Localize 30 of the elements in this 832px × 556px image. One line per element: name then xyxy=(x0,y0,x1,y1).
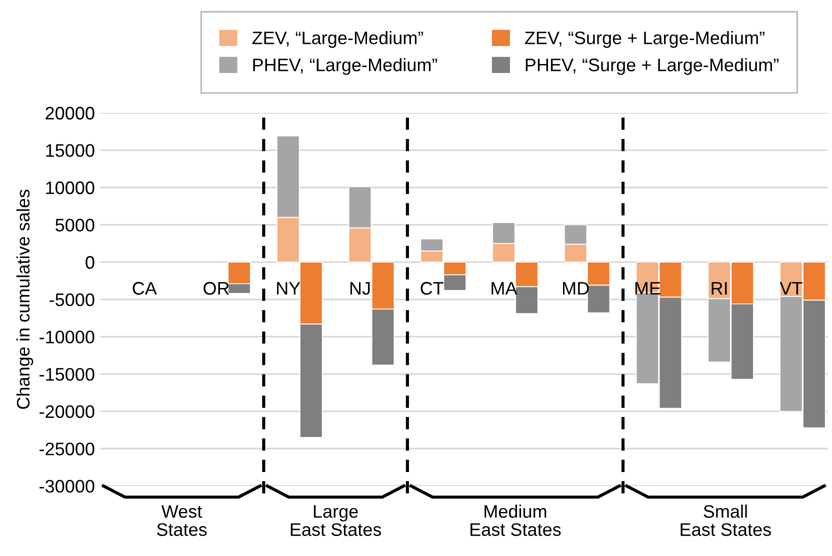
y-axis-title: Change in cumulative sales xyxy=(16,190,34,409)
x-tick-label: VT xyxy=(780,282,802,295)
x-tick-label: OR xyxy=(204,282,229,295)
legend-label: PHEV, “Surge + Large-Medium” xyxy=(526,58,778,75)
x-tick-label: NY xyxy=(277,282,300,295)
legend-label: ZEV, “Large-Medium” xyxy=(252,31,424,48)
text: West States xyxy=(156,505,207,536)
legend-label: PHEV, “Large-Medium” xyxy=(253,58,438,75)
x-tick-label: NJ xyxy=(350,282,370,295)
x-tick-label: ME xyxy=(635,282,660,295)
y-tick-label: 10000 xyxy=(46,181,94,194)
x-tick-label: RI xyxy=(712,282,727,295)
x-tick-label: CT xyxy=(420,282,444,295)
x-tick-label: MD xyxy=(563,282,589,295)
y-tick-label: -15000 xyxy=(40,368,94,381)
text: Large East States xyxy=(290,505,382,536)
text: Small East States xyxy=(680,504,771,536)
y-tick-label: 0 xyxy=(86,256,94,269)
y-tick-label: 5000 xyxy=(56,218,94,232)
legend-label: ZEV, “Surge + Large-Medium” xyxy=(524,31,764,48)
y-tick-label: -30000 xyxy=(40,480,94,493)
y-tick-label: 15000 xyxy=(46,144,94,157)
y-tick-label: -25000 xyxy=(40,442,94,456)
y-tick-label: -5000 xyxy=(50,293,94,306)
x-tick-label: CA xyxy=(132,282,157,295)
text: Medium East States xyxy=(470,504,561,536)
y-tick-label: -10000 xyxy=(40,330,94,344)
y-tick-label: 20000 xyxy=(46,106,94,120)
x-tick-label: MA xyxy=(492,282,518,295)
y-tick-label: -20000 xyxy=(40,405,94,418)
